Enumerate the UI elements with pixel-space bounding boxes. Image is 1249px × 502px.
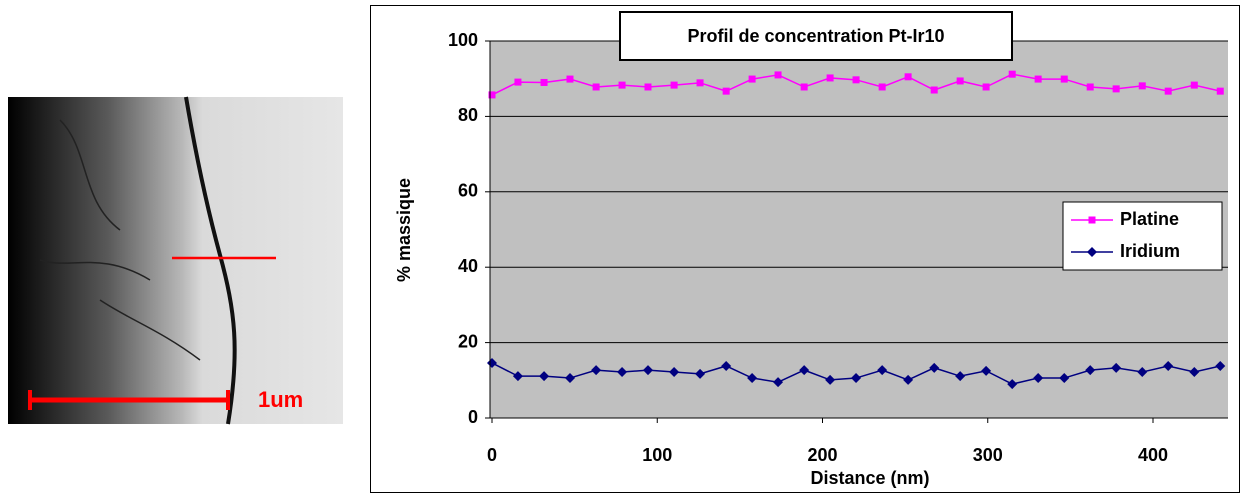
point xyxy=(931,87,938,94)
point xyxy=(801,83,808,90)
point xyxy=(983,83,990,90)
point xyxy=(619,82,626,89)
point xyxy=(593,83,600,90)
point xyxy=(1139,82,1146,89)
scale-label: 1um xyxy=(258,387,303,412)
point xyxy=(1061,76,1068,83)
point xyxy=(957,77,964,84)
point xyxy=(1113,85,1120,92)
point xyxy=(541,79,548,86)
point xyxy=(827,74,834,81)
chart-title: Profil de concentration Pt-Ir10 xyxy=(687,26,944,46)
x-axis-label: Distance (nm) xyxy=(810,468,929,488)
point xyxy=(853,76,860,83)
y-tick-label: 60 xyxy=(458,181,478,201)
y-axis-label: % massique xyxy=(394,178,414,282)
y-tick-label: 20 xyxy=(458,331,478,351)
x-tick-label: 400 xyxy=(1138,445,1168,465)
point xyxy=(1191,82,1198,89)
point xyxy=(775,71,782,78)
point xyxy=(671,82,678,89)
point xyxy=(1217,88,1224,95)
micrograph-image xyxy=(8,97,343,424)
legend-label: Iridium xyxy=(1120,241,1180,261)
point xyxy=(879,83,886,90)
page: 1um Profil de concentration Pt-Ir10 % ma… xyxy=(0,0,1249,497)
y-tick-label: 80 xyxy=(458,105,478,125)
x-tick-label: 200 xyxy=(807,445,837,465)
micrograph: 1um xyxy=(8,97,343,424)
point xyxy=(749,76,756,83)
legend-marker xyxy=(1089,217,1096,224)
point xyxy=(723,88,730,95)
y-tick-label: 40 xyxy=(458,256,478,276)
x-tick-label: 300 xyxy=(973,445,1003,465)
point xyxy=(697,79,704,86)
point xyxy=(514,79,521,86)
legend-label: Platine xyxy=(1120,209,1179,229)
point xyxy=(905,73,912,80)
point xyxy=(566,76,573,83)
point xyxy=(1009,71,1016,78)
point xyxy=(644,83,651,90)
y-tick-label: 100 xyxy=(448,30,478,50)
point xyxy=(1165,88,1172,95)
y-tick-label: 0 xyxy=(468,407,478,427)
point xyxy=(1087,83,1094,90)
point xyxy=(1035,76,1042,83)
x-tick-label: 0 xyxy=(487,445,497,465)
x-tick-label: 100 xyxy=(642,445,672,465)
